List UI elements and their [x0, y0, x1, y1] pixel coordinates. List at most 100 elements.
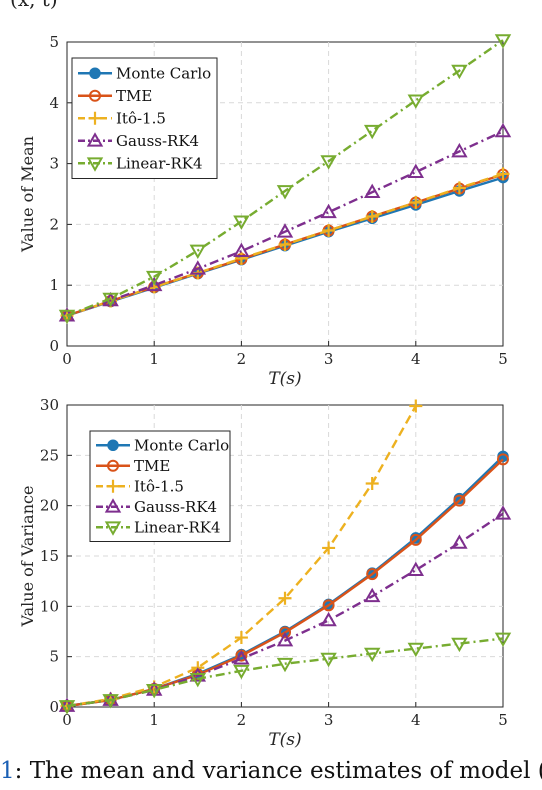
legend-label: Itô-1.5	[116, 109, 166, 127]
data-point	[494, 505, 512, 520]
y-tick-label: 15	[40, 547, 59, 565]
data-point	[322, 223, 336, 237]
data-point	[234, 631, 248, 645]
series-line	[66, 637, 504, 708]
legend-label: Linear-RK4	[134, 518, 221, 536]
legend-item-monte-carlo: Monte Carlo	[78, 64, 211, 82]
data-point	[363, 124, 381, 140]
data-point	[145, 684, 163, 699]
x-tick-label: 3	[324, 350, 334, 368]
data-point	[363, 647, 381, 663]
y-tick-label: 20	[40, 497, 59, 515]
series-linear-rk4	[58, 34, 512, 325]
caption-text: : The mean and variance estimates of mod…	[14, 758, 542, 784]
data-point	[189, 244, 207, 260]
legend-item-linear-rk4: Linear-RK4	[78, 154, 203, 172]
legend-label: Gauss-RK4	[116, 132, 199, 150]
data-point	[276, 632, 294, 647]
legend-item-tme: TME	[78, 87, 152, 105]
data-point	[365, 477, 379, 491]
data-point	[365, 209, 379, 223]
figure: 0 1 2 3 4 5 0 1 2 3 4 5 T(s) Value of Mean Monte Carlo…	[18, 33, 512, 750]
legend-label: Monte Carlo	[116, 64, 211, 82]
data-point	[407, 642, 425, 658]
y-tick-label: 1	[49, 276, 59, 294]
data-point	[145, 270, 163, 286]
data-point	[233, 664, 250, 680]
data-point	[363, 183, 381, 199]
legend-label: TME	[116, 87, 152, 105]
legend-item-linear-rk4: Linear-RK4	[96, 518, 221, 536]
data-point	[189, 672, 207, 688]
data-point	[320, 155, 337, 170]
data-point	[322, 599, 335, 612]
y-tick-label: 10	[40, 597, 59, 615]
x-axis-label: T(s)	[268, 369, 301, 389]
legend-marker	[107, 459, 119, 472]
x-tick-label: 2	[237, 350, 247, 368]
data-point	[189, 667, 207, 682]
y-axis-label: Value of Mean	[18, 136, 37, 253]
series-line	[66, 39, 504, 317]
data-point	[451, 637, 468, 653]
x-tick-label: 2	[237, 711, 247, 729]
data-point	[363, 587, 381, 603]
data-point	[322, 541, 336, 555]
data-point	[102, 694, 119, 709]
data-point	[234, 251, 248, 265]
legend-item-tme: TME	[96, 457, 170, 475]
legend-marker	[89, 89, 101, 102]
data-point	[409, 196, 423, 210]
legend-marker	[86, 132, 104, 147]
legend-marker	[106, 479, 120, 493]
legend-marker	[88, 111, 102, 125]
legend-marker	[104, 521, 122, 536]
data-point	[452, 181, 466, 195]
y-tick-label: 0	[49, 337, 59, 355]
y-tick-label: 25	[40, 446, 59, 464]
legend-marker	[107, 439, 119, 451]
data-point	[407, 163, 425, 178]
chart-panel-2: 0 5 10 15 20 25 30 0 1 2 3 4 5 T(s) Value of Variance M…	[18, 396, 512, 750]
data-point	[497, 453, 509, 466]
data-point	[145, 276, 163, 292]
data-point	[453, 494, 466, 507]
x-tick-label: 5	[498, 350, 508, 368]
x-tick-label: 1	[149, 711, 159, 729]
data-point	[276, 223, 294, 238]
legend-marker	[86, 157, 104, 172]
data-point	[494, 34, 512, 49]
data-point	[58, 700, 76, 715]
legend-item-monte-carlo: Monte Carlo	[96, 436, 229, 454]
chart-panel-1: 0 1 2 3 4 5 0 1 2 3 4 5 T(s) Value of Mean Monte Carlo…	[18, 33, 512, 389]
x-tick-label: 0	[62, 350, 72, 368]
legend-marker	[104, 498, 122, 513]
data-point	[278, 591, 292, 605]
data-point	[320, 611, 337, 627]
y-tick-label: 30	[40, 396, 59, 414]
y-axis-label: Value of Variance	[18, 486, 37, 628]
legend: Monte Carlo TME Itô-1.5 Gauss-RK4 Linear-RK4	[71, 57, 218, 179]
figure-number: 1	[0, 758, 15, 784]
legend-label: TME	[134, 457, 170, 475]
legend-item-gauss-rk4: Gauss-RK4	[96, 498, 217, 516]
data-point	[189, 260, 207, 275]
y-tick-label: 3	[49, 155, 59, 173]
legend-label: Itô-1.5	[134, 477, 184, 495]
x-axis-label: T(s)	[268, 730, 301, 750]
figure-caption: 1: The mean and variance estimates of mo…	[0, 758, 542, 790]
data-point	[451, 142, 468, 158]
legend: Monte Carlo TME Itô-1.5 Gauss-RK4 Linear-RK4	[89, 430, 231, 542]
x-tick-label: 1	[149, 350, 159, 368]
x-tick-label: 5	[498, 711, 508, 729]
y-tick-label: 4	[49, 94, 59, 112]
x-tick-label: 4	[411, 711, 421, 729]
series-line	[66, 512, 504, 708]
y-tick-label: 5	[49, 648, 59, 666]
data-point	[276, 657, 294, 673]
data-point	[409, 533, 422, 546]
data-point	[276, 185, 294, 200]
data-point	[102, 292, 119, 308]
data-point	[279, 626, 291, 639]
data-point	[451, 534, 468, 549]
